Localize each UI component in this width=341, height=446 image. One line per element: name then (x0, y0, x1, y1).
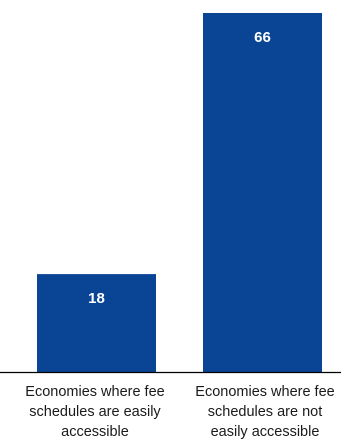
category-label-not-accessible: Economies where fee schedules are not ea… (195, 384, 335, 440)
value-label-not-accessible: 66 (254, 29, 271, 46)
value-label-accessible: 18 (88, 290, 105, 307)
bar-not-accessible (203, 13, 322, 372)
bar-accessible (37, 274, 156, 372)
category-label-accessible: Economies where fee schedules are easily… (25, 384, 165, 440)
bars-layer (37, 13, 322, 372)
